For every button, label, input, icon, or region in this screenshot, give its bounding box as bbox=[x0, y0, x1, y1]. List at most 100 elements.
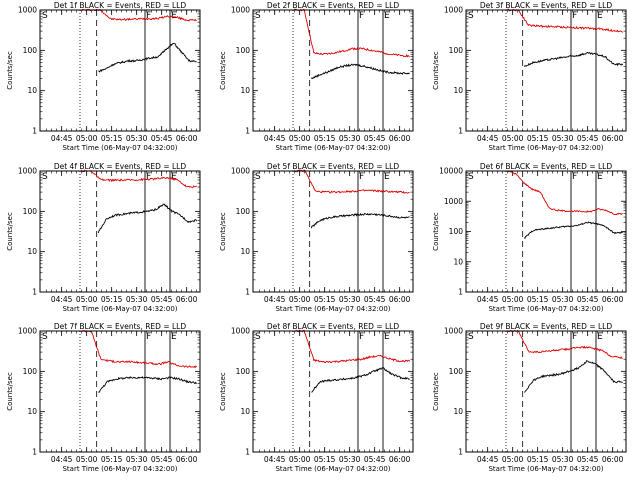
x-tick-label: 05:15 bbox=[527, 295, 549, 304]
x-tick-label: 06:00 bbox=[176, 134, 198, 143]
marker-label-S: S bbox=[255, 332, 261, 342]
x-tick-label: 06:00 bbox=[389, 455, 411, 464]
series-events-black bbox=[310, 212, 410, 229]
x-axis-label: Start Time (06-May-07 04:32:00) bbox=[488, 465, 603, 473]
y-tick-label: 100 bbox=[449, 46, 464, 55]
series-events-black bbox=[98, 375, 198, 393]
x-tick-label: 06:00 bbox=[602, 455, 624, 464]
y-tick-label: 100 bbox=[236, 46, 251, 55]
x-tick-label: 05:45 bbox=[151, 295, 173, 304]
marker-label-F: F bbox=[359, 172, 364, 182]
x-tick-label: 05:15 bbox=[314, 455, 336, 464]
series-lld-red bbox=[507, 329, 623, 359]
x-tick-label: 05:00 bbox=[289, 134, 311, 143]
series-lld-red bbox=[294, 8, 410, 58]
y-tick-label: 1 bbox=[32, 127, 37, 136]
x-tick-label: 05:45 bbox=[364, 134, 386, 143]
x-tick-label: 05:45 bbox=[577, 455, 599, 464]
marker-label-S: S bbox=[42, 172, 48, 182]
x-tick-label: 05:15 bbox=[101, 295, 123, 304]
subplot-det-6: Det 6f BLACK = Events, RED = LLD Counts/s… bbox=[432, 162, 627, 313]
series-lld-red bbox=[294, 329, 411, 364]
x-tick-label: 06:00 bbox=[389, 295, 411, 304]
plot-title: Det 1f BLACK = Events, RED = LLD bbox=[54, 1, 187, 10]
y-tick-label: 1 bbox=[245, 448, 250, 457]
x-axis-label: Start Time (06-May-07 04:32:00) bbox=[488, 144, 603, 152]
subplot-det-1: Det 1f BLACK = Events, RED = LLD Counts/s… bbox=[6, 1, 201, 152]
x-tick-label: 05:15 bbox=[314, 295, 336, 304]
y-tick-label: 1 bbox=[458, 288, 463, 297]
y-tick-label: 1000 bbox=[231, 327, 250, 336]
x-tick-label: 04:45 bbox=[51, 455, 73, 464]
x-tick-label: 05:00 bbox=[502, 455, 524, 464]
y-axis-label: Counts/sec bbox=[432, 372, 440, 411]
x-axis-label: Start Time (06-May-07 04:32:00) bbox=[275, 305, 390, 313]
series-lld-red bbox=[81, 330, 198, 369]
subplot-det-9: Det 9f BLACK = Events, RED = LLD Counts/s… bbox=[432, 322, 627, 473]
y-tick-label: 10 bbox=[453, 86, 463, 95]
y-axis-label: Counts/sec bbox=[219, 51, 227, 90]
x-tick-label: 05:45 bbox=[151, 455, 173, 464]
plot-title: Det 5f BLACK = Events, RED = LLD bbox=[267, 162, 400, 171]
x-tick-label: 05:45 bbox=[151, 134, 173, 143]
y-axis-label: Counts/sec bbox=[432, 51, 440, 90]
y-tick-label: 100 bbox=[23, 207, 38, 216]
y-tick-label: 100 bbox=[236, 367, 251, 376]
y-tick-label: 1 bbox=[245, 127, 250, 136]
y-tick-label: 1 bbox=[458, 448, 463, 457]
marker-label-E: E bbox=[597, 332, 603, 342]
marker-label-F: F bbox=[572, 172, 577, 182]
x-tick-label: 05:30 bbox=[339, 455, 361, 464]
plot-title: Det 2f BLACK = Events, RED = LLD bbox=[267, 1, 400, 10]
series-events-black bbox=[98, 43, 197, 73]
series-events-black bbox=[523, 51, 624, 67]
x-axis-label: Start Time (06-May-07 04:32:00) bbox=[275, 144, 390, 152]
x-tick-label: 04:45 bbox=[477, 134, 499, 143]
plot-frame bbox=[39, 170, 201, 293]
plot-frame bbox=[252, 9, 414, 132]
y-axis-label: Counts/sec bbox=[432, 212, 440, 251]
x-tick-label: 05:15 bbox=[527, 455, 549, 464]
y-tick-label: 10000 bbox=[439, 167, 463, 176]
y-axis-label: Counts/sec bbox=[219, 212, 227, 251]
x-tick-label: 06:00 bbox=[602, 295, 624, 304]
x-tick-label: 05:45 bbox=[364, 455, 386, 464]
series-events-black bbox=[524, 221, 623, 239]
y-tick-label: 100 bbox=[23, 367, 38, 376]
marker-label-S: S bbox=[255, 172, 261, 182]
marker-label-E: E bbox=[171, 11, 177, 21]
marker-label-S: S bbox=[42, 11, 48, 21]
x-tick-label: 04:45 bbox=[51, 295, 73, 304]
x-tick-label: 05:45 bbox=[577, 295, 599, 304]
y-tick-label: 10 bbox=[240, 247, 250, 256]
subplot-det-5: Det 5f BLACK = Events, RED = LLD Counts/s… bbox=[219, 162, 414, 313]
x-tick-label: 04:45 bbox=[264, 295, 286, 304]
y-axis-label: Counts/sec bbox=[6, 212, 14, 251]
y-tick-label: 100 bbox=[449, 367, 464, 376]
x-tick-label: 05:30 bbox=[552, 295, 574, 304]
y-axis-label: Counts/sec bbox=[219, 372, 227, 411]
series-lld-red bbox=[507, 8, 624, 33]
x-tick-label: 04:45 bbox=[264, 134, 286, 143]
y-tick-label: 1 bbox=[245, 288, 250, 297]
marker-label-F: F bbox=[572, 11, 577, 21]
marker-label-S: S bbox=[468, 172, 474, 182]
marker-label-E: E bbox=[597, 172, 603, 182]
plot-title: Det 6f BLACK = Events, RED = LLD bbox=[480, 162, 613, 171]
y-tick-label: 10 bbox=[453, 257, 463, 266]
x-tick-label: 06:00 bbox=[602, 134, 624, 143]
marker-label-F: F bbox=[359, 332, 364, 342]
x-axis-label: Start Time (06-May-07 04:32:00) bbox=[62, 144, 177, 152]
x-tick-label: 05:30 bbox=[552, 134, 574, 143]
series-events-black bbox=[310, 63, 410, 80]
subplot-det-3: Det 3f BLACK = Events, RED = LLD Counts/s… bbox=[432, 1, 627, 152]
x-axis-label: Start Time (06-May-07 04:32:00) bbox=[62, 465, 177, 473]
series-events-black bbox=[97, 203, 198, 234]
y-axis-label: Counts/sec bbox=[6, 372, 14, 411]
x-tick-label: 05:45 bbox=[577, 134, 599, 143]
y-tick-label: 1000 bbox=[444, 327, 463, 336]
marker-label-E: E bbox=[171, 332, 177, 342]
y-tick-label: 1000 bbox=[18, 327, 37, 336]
marker-label-E: E bbox=[384, 172, 390, 182]
plot-title: Det 7f BLACK = Events, RED = LLD bbox=[54, 322, 187, 331]
